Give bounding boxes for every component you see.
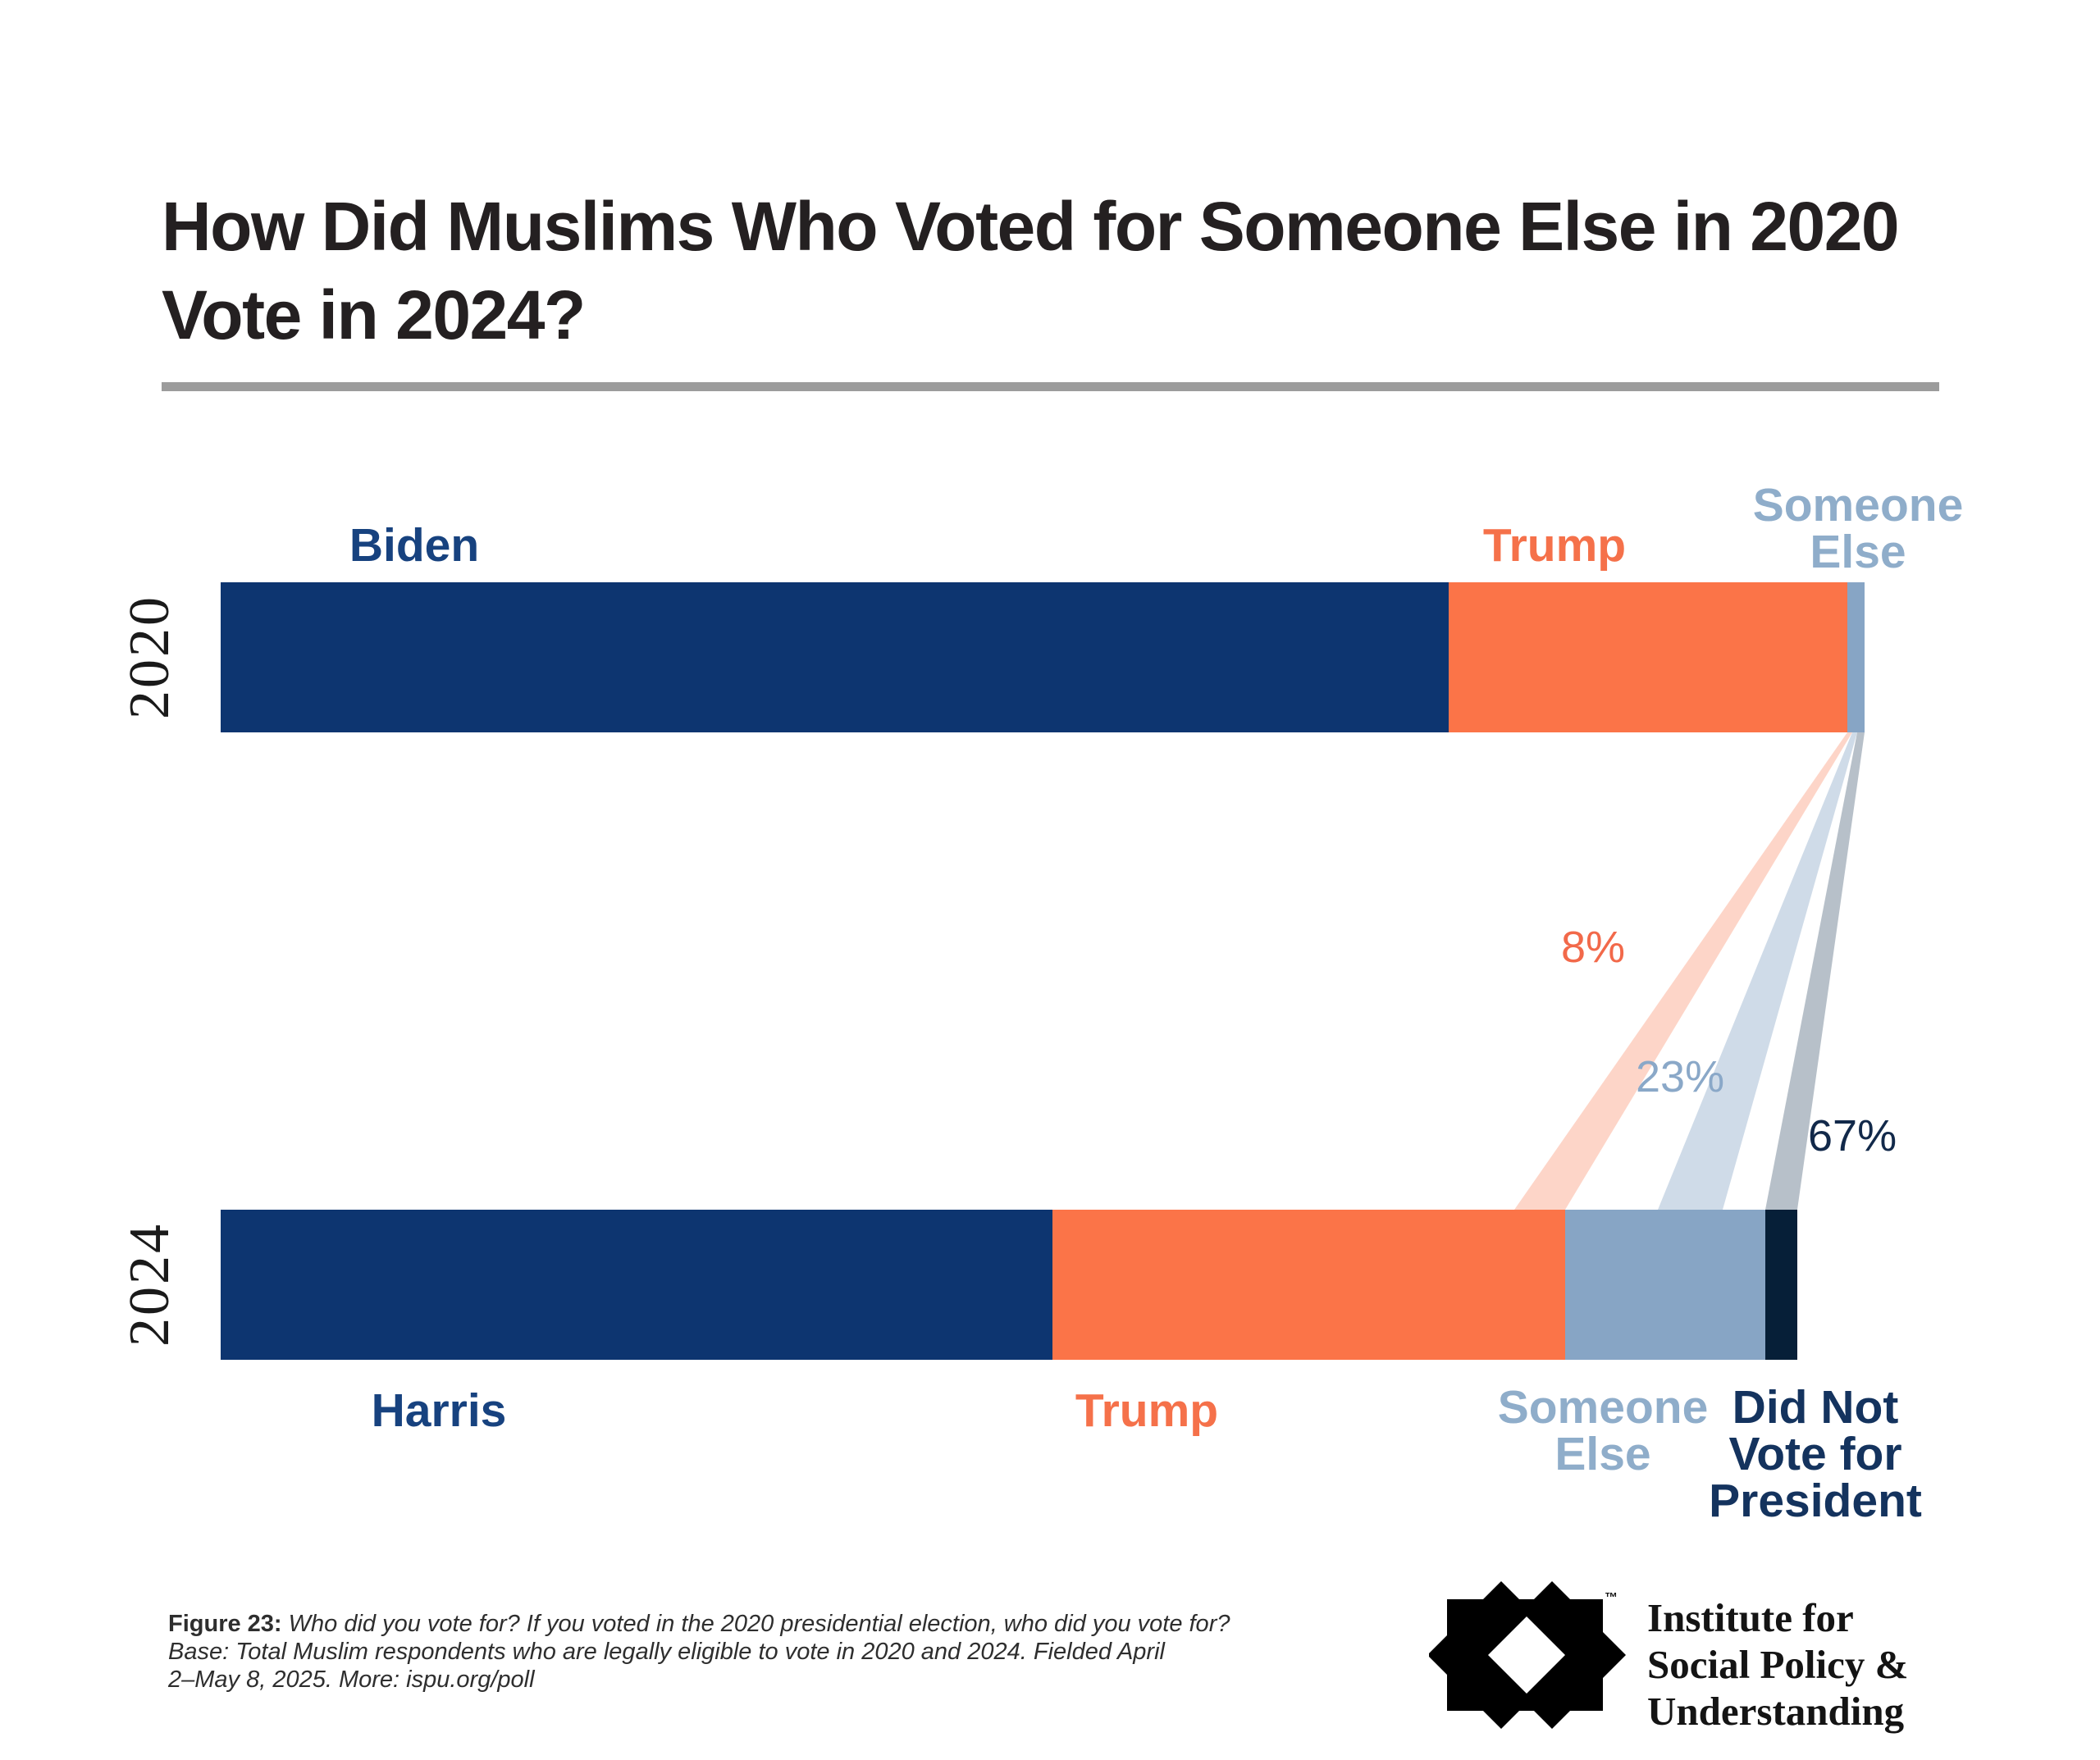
flow-value-to-trump: 8% [1561, 923, 1626, 972]
caption-line-2: Base: Total Muslim respondents who are l… [168, 1639, 1165, 1665]
segment-label-trump-2020: Trump [1482, 519, 1627, 572]
ispu-logo-mark [1429, 1581, 1626, 1729]
axis-label-2024: 2024 [118, 1222, 181, 1347]
ispu-logo-text: Institute for Social Policy & Understandin… [1647, 1595, 1909, 1734]
logo-center-diamond-cutout [1488, 1616, 1565, 1694]
flow-value-to-did-not-vote: 67% [1808, 1111, 1897, 1160]
bar-segment-biden [221, 582, 1449, 732]
bar-segment-trump [1448, 582, 1847, 732]
bar-2024 [221, 1210, 1797, 1360]
title-divider-rule [162, 382, 1939, 391]
caption-line-1: Figure 23: Who did you vote for? If you … [168, 1610, 1415, 1638]
flow-value-to-someone-else: 23% [1636, 1052, 1725, 1101]
axis-label-2020: 2020 [118, 595, 181, 719]
bar-segment-harris [221, 1210, 1053, 1360]
segment-label-biden: Biden [349, 519, 480, 572]
bar-segment-did-not-vote-for-president [1764, 1210, 1797, 1360]
figure-caption: Figure 23: Who did you vote for? If you … [168, 1610, 1415, 1694]
segment-label-did-not-vote: Did Not Vote for President [1709, 1381, 1922, 1527]
segment-label-someone-else-2024: Someone Else [1497, 1381, 1709, 1480]
caption-figure-number: Figure 23: [168, 1611, 282, 1637]
segment-label-someone-else-2020: Someone Else [1752, 479, 1964, 578]
bar-segment-someone-else [1565, 1210, 1765, 1360]
segment-label-harris: Harris [371, 1384, 507, 1437]
bar-segment-someone-else [1847, 582, 1865, 732]
trademark-symbol: ™ [1605, 1591, 1618, 1605]
bar-2020 [221, 582, 1865, 732]
caption-line-3: 2–May 8, 2025. More: ispu.org/poll [168, 1667, 535, 1693]
segment-label-trump-2024: Trump [1075, 1384, 1219, 1437]
bar-segment-trump [1052, 1210, 1566, 1360]
chart-title: How Did Muslims Who Voted for Someone El… [162, 188, 1900, 353]
caption-question-text: Who did you vote for? If you voted in th… [281, 1611, 1230, 1637]
